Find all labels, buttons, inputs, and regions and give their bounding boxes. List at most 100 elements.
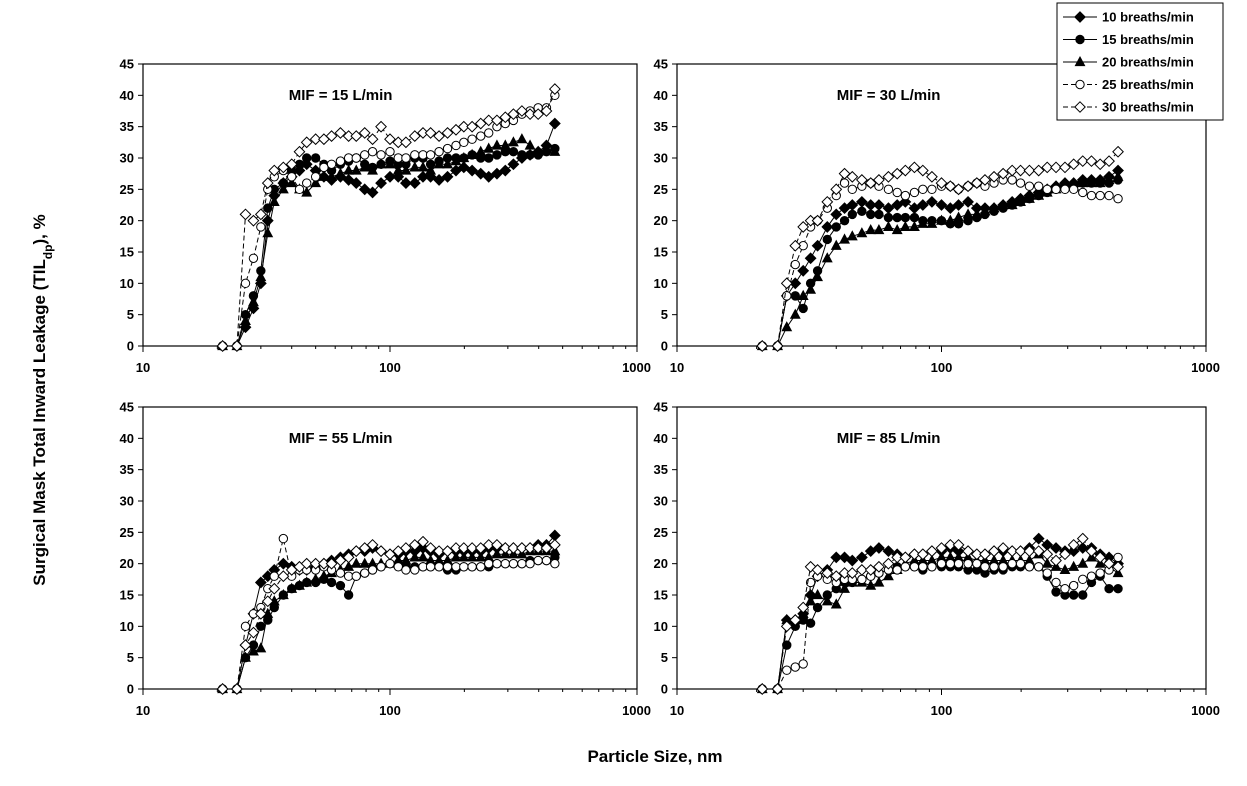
data-point [286,177,298,188]
legend-marker [1074,11,1086,23]
data-point [342,551,355,564]
data-point [935,199,948,211]
data-point [1078,590,1088,600]
series-line [222,538,556,690]
data-point [507,136,519,147]
data-point [450,551,462,562]
data-point [891,551,904,564]
x-tick-label: 10 [670,703,684,718]
data-point [899,220,911,232]
data-point [541,555,552,566]
data-point [293,145,306,158]
data-point [1059,161,1071,174]
data-point [873,542,885,554]
legend-item: 10 breaths/min [1063,10,1194,25]
data-point [846,554,859,567]
data-point [549,145,561,156]
data-point [376,562,386,572]
data-point [459,137,469,148]
data-point [900,562,911,572]
data-point [286,582,298,593]
legend-marker [1074,55,1086,67]
data-point [830,570,843,583]
data-point [434,147,444,157]
data-point [892,187,902,198]
data-point [451,140,461,151]
data-point [392,164,404,175]
data-point [335,580,346,591]
data-point [400,554,412,565]
data-point [812,588,824,600]
y-tick-label: 45 [654,400,668,415]
data-point [466,148,478,159]
data-point [865,579,877,590]
data-point [797,601,810,614]
y-tick-label: 0 [127,339,134,354]
data-point [1068,590,1079,600]
data-point [254,208,267,221]
data-point [474,542,487,554]
data-point [492,150,502,160]
data-point [926,217,938,228]
data-point [797,289,809,300]
data-point [277,570,290,583]
data-point [1051,577,1061,588]
data-point [1006,198,1018,210]
data-point [277,557,290,570]
data-point [359,161,371,172]
data-point [756,683,769,695]
y-tick-label: 45 [120,57,134,72]
data-point [1077,557,1089,568]
data-point [240,278,251,289]
data-point [366,538,379,551]
data-point [790,662,800,672]
data-point [261,177,274,189]
data-point [358,127,371,139]
data-point [918,562,928,572]
data-point [376,150,386,160]
data-point [300,557,313,570]
data-point [838,567,851,579]
data-point [500,558,511,569]
data-point [310,153,321,163]
data-point [873,560,885,573]
data-point [864,564,877,576]
data-point [302,153,312,163]
data-point [301,576,313,587]
legend-item: 20 breaths/min [1063,55,1194,70]
x-tick-label: 1000 [1191,360,1220,375]
data-point [822,234,832,245]
data-point [1059,548,1071,561]
data-point [891,224,903,235]
data-point [515,542,528,554]
data-point [864,545,877,558]
series-5 [216,83,561,352]
data-point [916,164,929,177]
y-tick-label: 10 [120,619,134,634]
data-point [350,164,362,175]
data-point [805,618,816,628]
data-point [425,562,436,572]
data-point [926,170,938,183]
data-point [1033,181,1044,191]
data-point [771,683,784,695]
data-point [1033,189,1045,200]
data-point [857,574,867,585]
y-tick-label: 5 [661,307,668,322]
data-point [1104,584,1114,594]
data-point [857,206,867,216]
y-tick-label: 5 [661,650,668,665]
x-tick-label: 10 [136,360,150,375]
data-point [1068,580,1079,591]
data-point [1067,158,1080,171]
data-point [944,202,957,215]
data-point [507,158,520,171]
data-point [517,558,527,569]
data-point [239,639,252,652]
data-point [979,205,991,216]
data-point [782,291,792,301]
data-point [294,184,305,195]
data-point [805,283,817,294]
data-point [434,562,444,572]
